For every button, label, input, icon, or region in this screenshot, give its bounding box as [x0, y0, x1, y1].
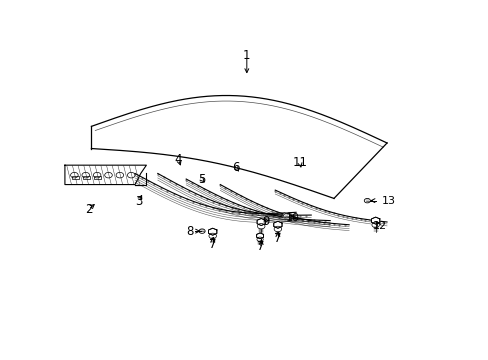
- Text: 7: 7: [257, 240, 264, 253]
- Text: 4: 4: [175, 153, 182, 166]
- Circle shape: [257, 224, 264, 229]
- Circle shape: [371, 222, 379, 228]
- Text: 1: 1: [243, 49, 250, 62]
- Polygon shape: [208, 228, 216, 235]
- FancyBboxPatch shape: [94, 176, 101, 179]
- FancyBboxPatch shape: [72, 176, 79, 179]
- Polygon shape: [256, 233, 263, 239]
- Text: 7: 7: [274, 232, 281, 245]
- Text: 6: 6: [232, 161, 240, 175]
- Circle shape: [199, 229, 205, 233]
- Circle shape: [283, 213, 289, 218]
- FancyBboxPatch shape: [83, 176, 90, 179]
- Text: 9: 9: [262, 215, 269, 228]
- Circle shape: [364, 198, 369, 203]
- Circle shape: [256, 237, 263, 242]
- Circle shape: [208, 233, 216, 239]
- Polygon shape: [257, 219, 265, 225]
- Text: 13: 13: [381, 195, 395, 206]
- Text: 8: 8: [186, 225, 193, 238]
- Text: 2: 2: [84, 203, 92, 216]
- Circle shape: [274, 226, 281, 232]
- Text: 11: 11: [292, 156, 307, 169]
- Text: 12: 12: [372, 221, 386, 231]
- Polygon shape: [371, 217, 379, 224]
- Text: 3: 3: [135, 195, 142, 208]
- Polygon shape: [273, 221, 282, 228]
- Text: 7: 7: [208, 238, 216, 251]
- Text: 10: 10: [285, 213, 300, 224]
- Text: 5: 5: [198, 173, 205, 186]
